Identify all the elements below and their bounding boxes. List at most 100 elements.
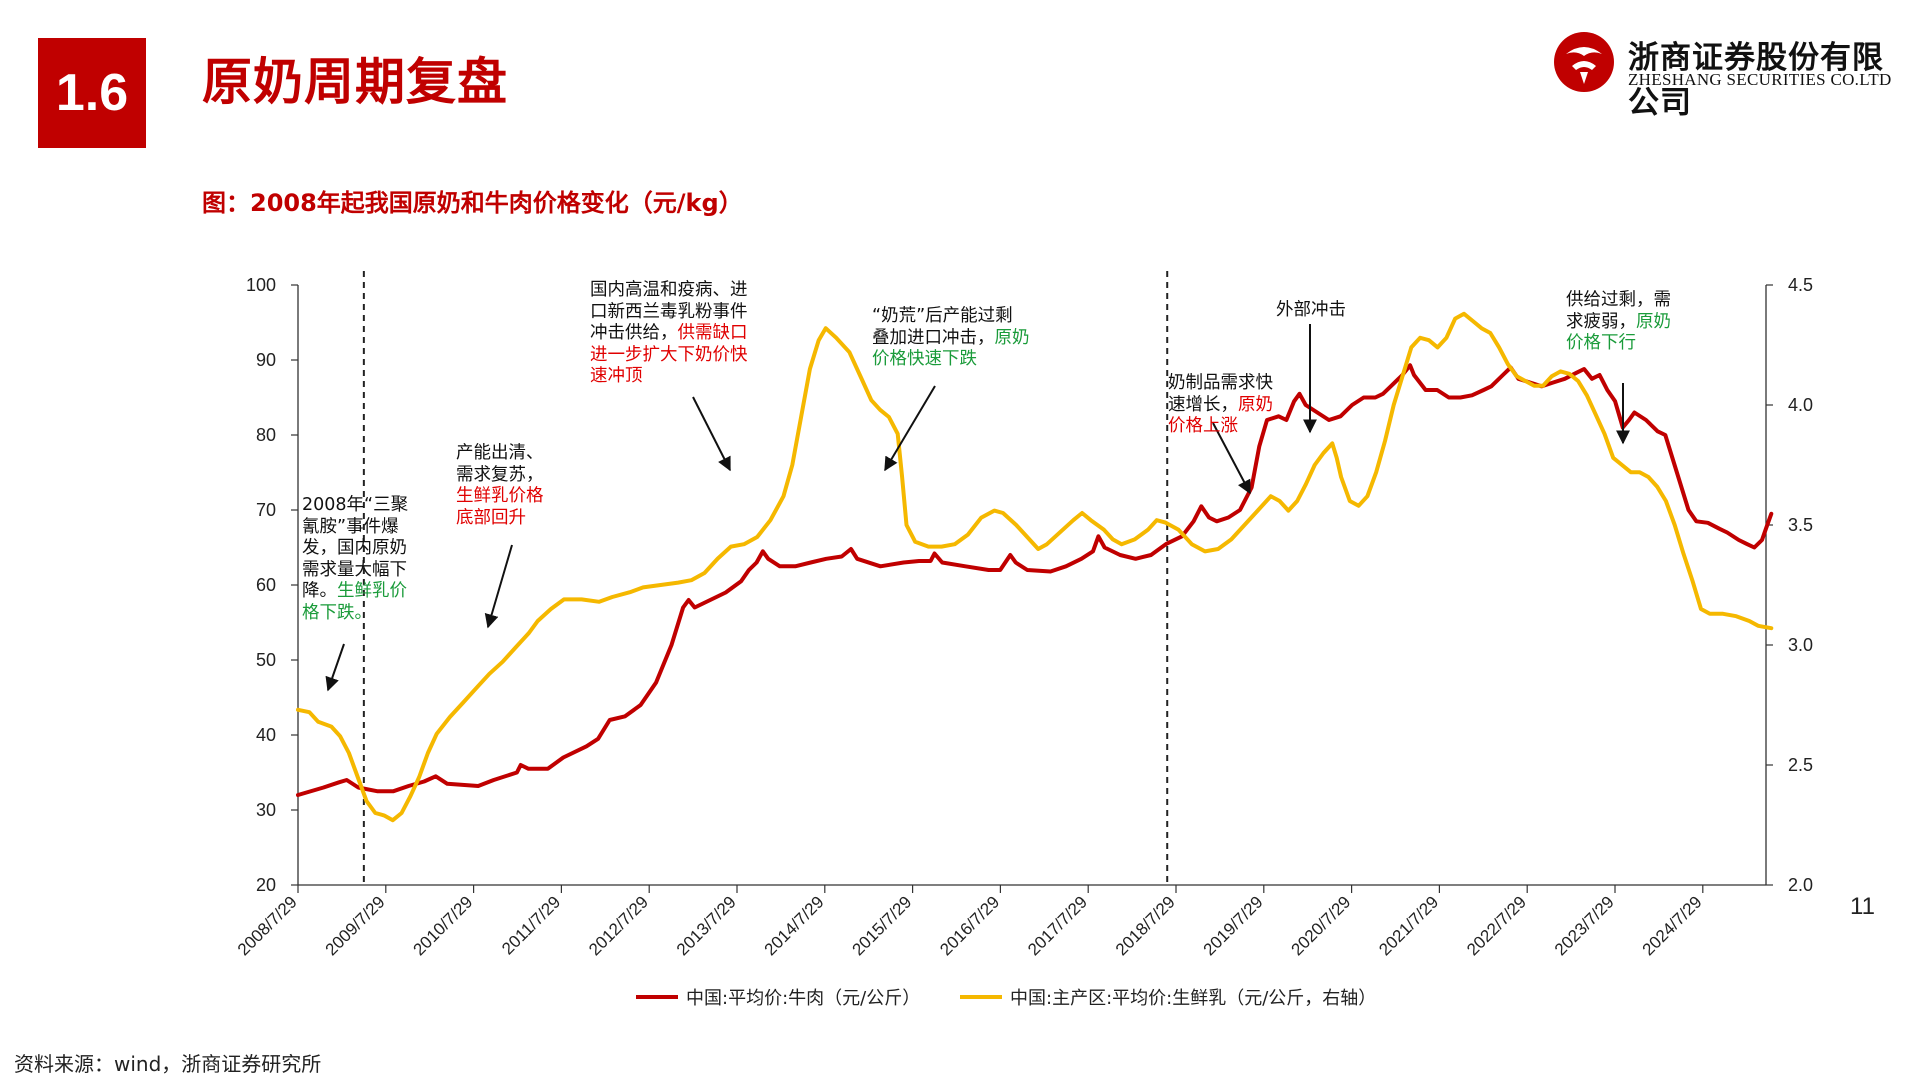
x-tick-label: 2023/7/29 — [1551, 892, 1618, 959]
annotation-line: 2008年“三聚 — [302, 495, 408, 517]
y-left-tick-label: 60 — [256, 575, 276, 595]
annotation-arrow — [692, 396, 731, 472]
x-tick-label: 2014/7/29 — [761, 892, 828, 959]
x-tick-label: 2021/7/29 — [1375, 892, 1442, 959]
y-right-tick-label: 3.5 — [1788, 515, 1813, 535]
annotation-line: 速冲顶 — [590, 366, 748, 388]
annotation-line: 速增长，原奶 — [1168, 395, 1273, 417]
x-tick-label: 2015/7/29 — [849, 892, 916, 959]
annotation-text: 原奶 — [994, 327, 1030, 348]
company-logo: 浙商证券股份有限公司 ZHESHANG SECURITIES CO.LTD — [1552, 30, 1892, 121]
y-left-tick-label: 20 — [256, 875, 276, 895]
annotation-line: 需求复苏， — [456, 465, 544, 487]
y-left-tick-label: 30 — [256, 800, 276, 820]
annotation-text: 速冲顶 — [590, 366, 643, 386]
annotation-text: 产能出清、 — [456, 443, 544, 463]
annotation-2020: 外部冲击 — [1276, 300, 1346, 322]
annotation-text: 发，国内原奶 — [302, 538, 407, 558]
x-tick-label: 2011/7/29 — [498, 892, 564, 958]
y-left-tick-label: 80 — [256, 425, 276, 445]
figure-title: 图：2008年起我国原奶和牛肉价格变化（元/kg） — [202, 189, 743, 217]
annotation-2015: “奶荒”后产能过剩 叠加进口冲击，原奶 价格快速下跌 — [872, 306, 1030, 371]
annotation-line: 生鲜乳价格 — [456, 486, 544, 508]
annotation-text: 需求量大幅下 — [302, 559, 407, 580]
x-tick-label: 2012/7/29 — [585, 892, 652, 959]
annotation-text: 底部回升 — [456, 507, 526, 528]
annotation-text: 速增长， — [1168, 394, 1238, 415]
annotation-text: 价格下行 — [1566, 333, 1636, 353]
x-tick-label: 2009/7/29 — [322, 892, 389, 959]
x-tick-label: 2017/7/29 — [1024, 892, 1091, 959]
annotation-text: “奶荒”后产能过剩 — [872, 306, 1013, 326]
annotation-text: 价格快速下跌 — [872, 349, 977, 369]
annotation-2023: 供给过剩，需 求疲弱，原奶 价格下行 — [1566, 290, 1671, 355]
y-right-tick-label: 2.0 — [1788, 875, 1813, 895]
annotation-text: 格下跌。 — [302, 602, 372, 623]
annotation-text: 供给过剩，需 — [1566, 290, 1671, 310]
x-tick-label: 2013/7/29 — [673, 892, 740, 959]
annotation-text: 供需缺口 — [677, 323, 748, 343]
annotation-text: 国内高温和疫病、进 — [590, 280, 748, 300]
section-number-badge: 1.6 — [38, 38, 146, 148]
annotation-text: 原奶 — [1636, 311, 1671, 332]
annotation-text: 外部冲击 — [1276, 300, 1346, 320]
annotation-text: 原奶 — [1238, 394, 1273, 415]
annotation-arrow — [484, 544, 513, 629]
annotation-text: 奶制品需求快 — [1168, 373, 1273, 393]
y-left-tick-label: 50 — [256, 650, 276, 670]
annotation-text: 口新西兰毒乳粉事件 — [590, 301, 748, 322]
annotation-2010: 产能出清、 需求复苏， 生鲜乳价格 底部回升 — [456, 443, 544, 529]
y-left-tick-label: 100 — [246, 275, 276, 295]
annotation-line: 价格下行 — [1566, 333, 1671, 355]
series-line-beef — [296, 363, 1774, 797]
x-tick-label: 2018/7/29 — [1112, 892, 1179, 959]
annotation-line: 外部冲击 — [1276, 300, 1346, 322]
company-logo-icon — [1554, 32, 1614, 92]
annotation-line: 需求量大幅下 — [302, 560, 408, 582]
annotation-line: 供给过剩，需 — [1566, 290, 1671, 312]
y-right-tick-label: 4.5 — [1788, 275, 1813, 295]
annotation-text: 2008年“三聚 — [302, 495, 409, 515]
annotation-line: 进一步扩大下奶价快 — [590, 345, 748, 367]
annotation-line: 价格上涨 — [1168, 416, 1273, 438]
series-line-milk — [296, 311, 1774, 823]
annotation-line: 发，国内原奶 — [302, 538, 408, 560]
annotation-line: 叠加进口冲击，原奶 — [872, 328, 1030, 350]
legend-milk: 中国:主产区:平均价:生鲜乳（元/公斤，右轴） — [960, 984, 1376, 1010]
annotation-line: “奶荒”后产能过剩 — [872, 306, 1030, 328]
annotation-2013: 国内高温和疫病、进 口新西兰毒乳粉事件 冲击供给，供需缺口 进一步扩大下奶价快 速冲顶 — [590, 280, 748, 388]
y-left-tick-label: 40 — [256, 725, 276, 745]
legend-beef-label: 中国:平均价:牛肉（元/公斤） — [686, 988, 921, 1009]
annotation-text: 生鲜乳价 — [337, 581, 407, 601]
legend-milk-label: 中国:主产区:平均价:生鲜乳（元/公斤，右轴） — [1010, 988, 1377, 1009]
company-name-en: ZHESHANG SECURITIES CO.LTD — [1628, 70, 1892, 89]
annotation-arrow — [884, 385, 936, 472]
annotation-text: 需求复苏， — [456, 464, 544, 485]
annotation-2019: 奶制品需求快 速增长，原奶 价格上涨 — [1168, 373, 1273, 438]
annotation-line: 口新西兰毒乳粉事件 — [590, 302, 748, 324]
page-title: 原奶周期复盘 — [202, 53, 508, 111]
annotation-text: 生鲜乳价格 — [456, 486, 544, 506]
annotation-2008: 2008年“三聚 氰胺”事件爆 发，国内原奶 需求量大幅下 降。生鲜乳价 格下跌。 — [302, 495, 408, 624]
y-right-tick-label: 4.0 — [1788, 395, 1813, 415]
annotation-arrow — [1212, 422, 1251, 495]
annotation-text: 价格上涨 — [1168, 416, 1238, 436]
source-note: 资料来源：wind，浙商证券研究所 — [14, 1052, 322, 1076]
legend-beef-swatch — [636, 995, 678, 999]
annotation-text: 求疲弱， — [1566, 311, 1636, 332]
y-left-tick-label: 70 — [256, 500, 276, 520]
annotation-line: 价格快速下跌 — [872, 349, 1030, 371]
page-number: 11 — [1850, 893, 1875, 920]
y-right-tick-label: 2.5 — [1788, 755, 1813, 775]
x-tick-label: 2010/7/29 — [410, 892, 477, 959]
x-tick-label: 2024/7/29 — [1639, 892, 1706, 959]
y-left-tick-label: 90 — [256, 350, 276, 370]
x-tick-label: 2020/7/29 — [1288, 892, 1355, 959]
x-tick-label: 2008/7/29 — [234, 892, 301, 959]
annotation-text: 氰胺”事件爆 — [302, 516, 399, 537]
legend-beef: 中国:平均价:牛肉（元/公斤） — [636, 984, 920, 1010]
annotation-line: 奶制品需求快 — [1168, 373, 1273, 395]
annotation-arrow — [325, 643, 345, 692]
company-name-cn: 浙商证券股份有限公司 — [1628, 40, 1884, 121]
